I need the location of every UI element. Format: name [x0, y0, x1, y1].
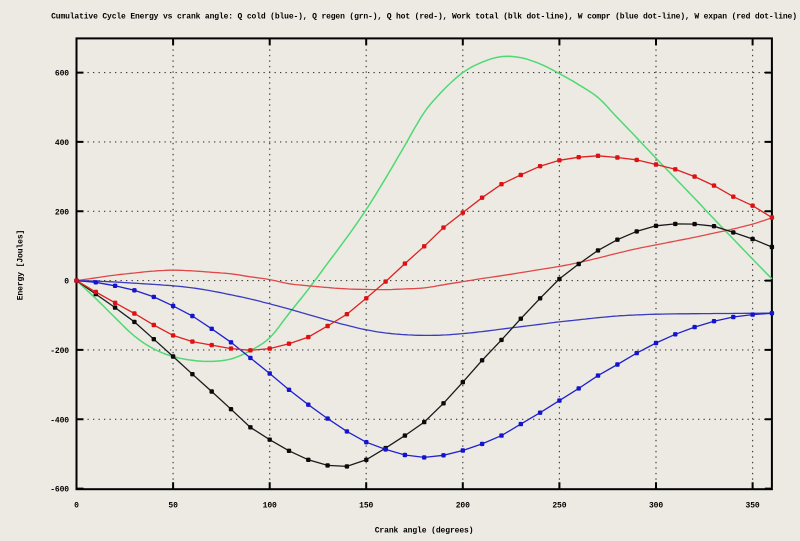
svg-text:-400: -400: [50, 416, 69, 425]
svg-text:350: 350: [746, 502, 760, 511]
svg-text:Crank angle (degrees): Crank angle (degrees): [375, 527, 474, 536]
svg-text:200: 200: [55, 208, 69, 217]
svg-text:Cumulative Cycle Energy vs cra: Cumulative Cycle Energy vs crank angle: …: [51, 12, 797, 21]
svg-text:600: 600: [55, 70, 69, 79]
svg-text:-600: -600: [50, 486, 69, 495]
svg-text:0: 0: [74, 502, 79, 511]
svg-text:100: 100: [263, 502, 277, 511]
svg-text:0: 0: [64, 278, 69, 287]
svg-text:Energy [Joules]: Energy [Joules]: [17, 230, 26, 301]
svg-text:-200: -200: [50, 347, 69, 356]
svg-text:150: 150: [359, 502, 373, 511]
svg-text:200: 200: [456, 502, 470, 511]
svg-text:50: 50: [168, 502, 178, 511]
svg-text:300: 300: [649, 502, 663, 511]
svg-text:250: 250: [552, 502, 566, 511]
svg-text:400: 400: [55, 139, 69, 148]
